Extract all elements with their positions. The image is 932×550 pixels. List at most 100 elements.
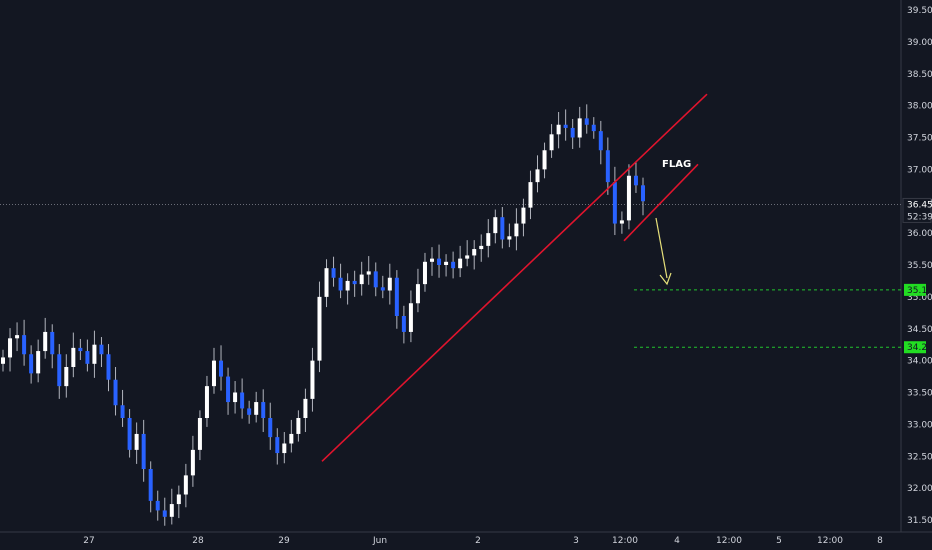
- candle: [120, 389, 125, 427]
- support-trendline[interactable]: [321, 93, 708, 462]
- target-label-1-text: 35.11: [907, 286, 932, 296]
- price-tick-label: 36.00: [907, 229, 932, 239]
- price-tick-label: 37.00: [907, 165, 932, 175]
- candle: [106, 344, 111, 392]
- candle: [437, 244, 442, 278]
- candle: [598, 120, 603, 165]
- candle: [176, 485, 181, 519]
- candle: [415, 268, 420, 313]
- price-tick-label: 31.50: [907, 516, 932, 526]
- time-tick-label: 3: [573, 536, 579, 546]
- candle: [240, 378, 245, 419]
- down-arrow-icon[interactable]: [655, 217, 672, 286]
- flag-trendline[interactable]: [623, 163, 699, 242]
- candle: [619, 211, 624, 234]
- candle: [352, 270, 357, 297]
- target-label-2-text: 34.21: [907, 343, 932, 353]
- candle: [556, 112, 561, 149]
- candle: [204, 375, 209, 427]
- candle: [493, 209, 498, 244]
- candle: [22, 319, 27, 366]
- candle: [8, 328, 13, 372]
- target-label-2: 34.21: [904, 341, 932, 354]
- candle: [472, 240, 477, 270]
- candle: [162, 497, 167, 526]
- candle: [148, 461, 153, 513]
- last-price-label: 36.45 52:39: [902, 197, 932, 223]
- candle: [612, 166, 617, 236]
- candle: [197, 410, 202, 461]
- candle: [408, 290, 413, 343]
- candle: [465, 240, 470, 267]
- candle: [15, 322, 20, 352]
- candle: [183, 463, 188, 508]
- candle: [605, 137, 610, 195]
- candle: [528, 170, 533, 220]
- time-tick-label: 5: [776, 536, 782, 546]
- time-tick-label: 12:00: [817, 536, 843, 546]
- candle: [549, 124, 554, 158]
- time-tick-label: 2: [475, 536, 481, 546]
- price-tick-label: 33.00: [907, 420, 932, 430]
- candle: [430, 247, 435, 276]
- candle: [275, 428, 280, 465]
- candle: [387, 263, 392, 305]
- candle: [626, 164, 631, 230]
- candle: [444, 254, 449, 277]
- price-tick-label: 34.00: [907, 357, 932, 367]
- candle: [345, 273, 350, 305]
- candle: [641, 177, 645, 216]
- candle: [366, 256, 371, 285]
- flag-annotation[interactable]: FLAG: [662, 159, 691, 170]
- candle: [211, 347, 216, 394]
- candle: [422, 252, 427, 292]
- time-tick-label: Jun: [372, 536, 387, 546]
- time-tick-label: 12:00: [716, 536, 742, 546]
- candle: [458, 245, 463, 278]
- candle: [584, 104, 589, 134]
- candle: [36, 339, 41, 383]
- candle: [500, 206, 505, 249]
- last-price-value: 36.45: [907, 200, 932, 210]
- candle: [401, 305, 406, 344]
- price-tick-label: 38.50: [907, 70, 932, 80]
- price-tick-label: 38.00: [907, 102, 932, 112]
- candle: [219, 345, 224, 391]
- time-tick-label: 28: [192, 536, 204, 546]
- candle: [254, 391, 259, 423]
- candle: [591, 117, 596, 139]
- time-tick-label: 4: [674, 536, 680, 546]
- candle: [99, 337, 104, 367]
- candle: [113, 367, 118, 416]
- candle: [514, 208, 519, 251]
- price-tick-label: 39.50: [907, 6, 932, 16]
- time-axis-labels[interactable]: 27 28 29 Jun 2 3 12:00 4 12:00 5 12:00 8: [83, 536, 883, 546]
- candle: [338, 263, 343, 299]
- target-label-1: 35.11: [904, 283, 932, 296]
- candle: [507, 223, 512, 248]
- candle: [50, 324, 55, 369]
- candle: [394, 270, 399, 329]
- candle: [479, 234, 484, 262]
- price-tick-label: 35.50: [907, 261, 932, 271]
- candle: [633, 161, 638, 193]
- candle: [29, 345, 34, 384]
- candle: [317, 281, 322, 373]
- candle: [127, 409, 132, 458]
- bar-countdown: 52:39: [907, 212, 932, 222]
- candle: [296, 410, 301, 442]
- candle: [380, 275, 385, 299]
- time-tick-label: 12:00: [612, 536, 638, 546]
- candle: [190, 435, 195, 487]
- candle: [71, 332, 76, 378]
- price-tick-label: 33.50: [907, 389, 932, 399]
- time-tick-label: 27: [83, 536, 94, 546]
- candle: [1, 349, 5, 372]
- candle: [324, 259, 329, 308]
- candle: [78, 338, 83, 360]
- candle: [570, 119, 575, 149]
- candle: [57, 344, 62, 399]
- candle: [134, 422, 139, 464]
